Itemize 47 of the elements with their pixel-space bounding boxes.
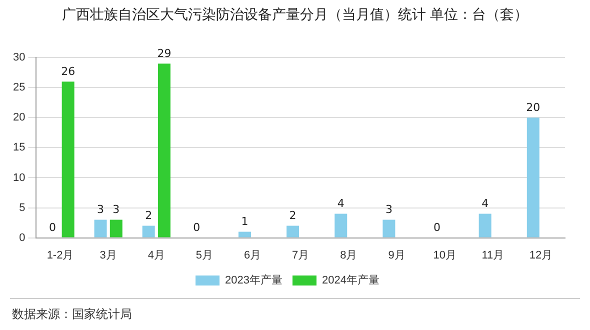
x-tick-label: 8月: [340, 249, 358, 262]
x-tick-label: 10月: [433, 249, 456, 262]
bar: [110, 220, 122, 238]
y-tick-label: 30: [12, 52, 26, 64]
data-label: 20: [526, 101, 540, 114]
data-label: 29: [157, 46, 172, 60]
chart-title: 广西壮族自治区大气污染防治设备产量分月（当月值）统计 单位：台（套）: [60, 6, 530, 25]
bar: [382, 220, 396, 238]
bar: [62, 82, 74, 238]
y-tick-label: 0: [19, 232, 26, 244]
data-label: 3: [97, 203, 104, 216]
bar: [238, 232, 251, 238]
bar: [94, 220, 107, 238]
data-label: 3: [385, 203, 392, 216]
data-label: 2: [289, 209, 296, 222]
data-label: 0: [434, 221, 441, 234]
bar: [478, 214, 492, 238]
bar: [526, 118, 540, 238]
y-tick-label: 15: [12, 142, 26, 154]
bar: [158, 64, 170, 238]
bar: [142, 226, 155, 238]
x-tick-label: 7月: [292, 249, 310, 262]
data-label: 3: [112, 203, 120, 216]
x-tick-label: 3月: [100, 249, 117, 262]
data-label: 1: [241, 215, 248, 228]
legend-label: 2023年产量: [225, 274, 283, 287]
x-tick-label: 5月: [196, 249, 214, 262]
data-label: 0: [48, 221, 56, 234]
data-label: 4: [482, 197, 489, 210]
data-label: 2: [145, 209, 152, 222]
y-tick-label: 10: [12, 172, 26, 184]
bar: [286, 226, 300, 238]
x-tick-label: 4月: [148, 249, 165, 262]
y-tick-label: 5: [19, 202, 26, 214]
x-tick-label: 11月: [482, 249, 504, 262]
x-tick-label: 12月: [529, 249, 553, 262]
data-label: 4: [337, 197, 344, 210]
y-tick-label: 25: [12, 82, 26, 94]
x-tick-label: 1-2月: [46, 249, 74, 262]
data-label: 26: [61, 64, 76, 78]
source-note: 数据来源：国家统计局: [12, 306, 132, 323]
legend-label: 2024年产量: [322, 274, 380, 287]
x-tick-label: 6月: [244, 249, 262, 262]
x-tick-label: 9月: [388, 249, 406, 262]
bar: [334, 214, 348, 238]
data-label: 0: [193, 221, 200, 234]
y-tick-label: 20: [12, 112, 26, 124]
